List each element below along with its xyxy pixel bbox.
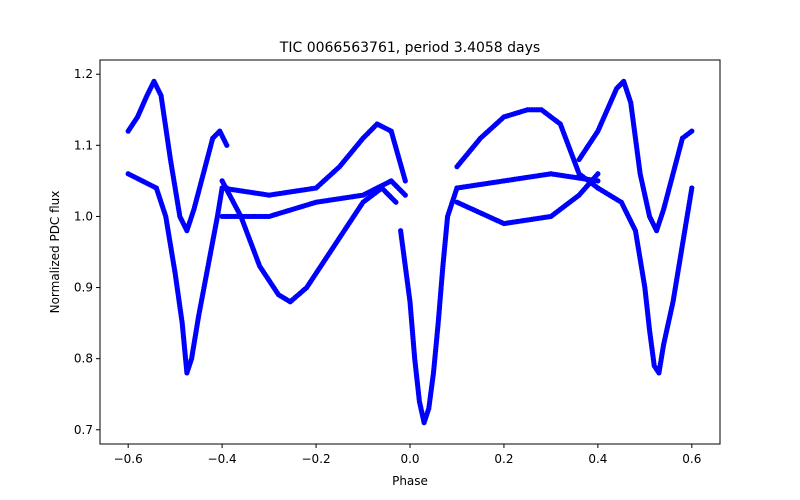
data-point (689, 128, 695, 134)
x-tick-label: −0.4 (208, 452, 237, 466)
y-tick-label: 0.8 (74, 352, 93, 366)
x-axis-ticks: −0.6 −0.4 −0.2 0.0 0.2 0.4 0.6 (114, 444, 701, 466)
x-tick-label: 0.0 (400, 452, 419, 466)
y-tick-label: 1.2 (74, 67, 93, 81)
x-tick-label: 0.6 (682, 452, 701, 466)
y-axis-ticks: 0.7 0.8 0.9 1.0 1.1 1.2 (74, 67, 100, 437)
x-tick-label: 0.2 (494, 452, 513, 466)
data-point (595, 171, 601, 177)
x-axis-label: Phase (392, 474, 428, 488)
data-point (224, 142, 230, 148)
chart-title: TIC 0066563761, period 3.4058 days (279, 40, 540, 56)
y-tick-label: 1.1 (74, 138, 93, 152)
data-points (125, 78, 695, 426)
data-point (402, 192, 408, 198)
y-tick-label: 0.7 (74, 423, 93, 437)
y-tick-label: 0.9 (74, 281, 93, 295)
data-point (402, 178, 408, 184)
data-point (689, 185, 695, 191)
y-axis-label: Normalized PDC flux (48, 191, 62, 314)
data-point (393, 199, 399, 205)
x-tick-label: 0.4 (588, 452, 607, 466)
y-tick-label: 1.0 (74, 209, 93, 223)
x-tick-label: −0.2 (301, 452, 330, 466)
data-point (595, 178, 601, 184)
x-tick-label: −0.6 (114, 452, 143, 466)
plot-frame (99, 59, 721, 445)
